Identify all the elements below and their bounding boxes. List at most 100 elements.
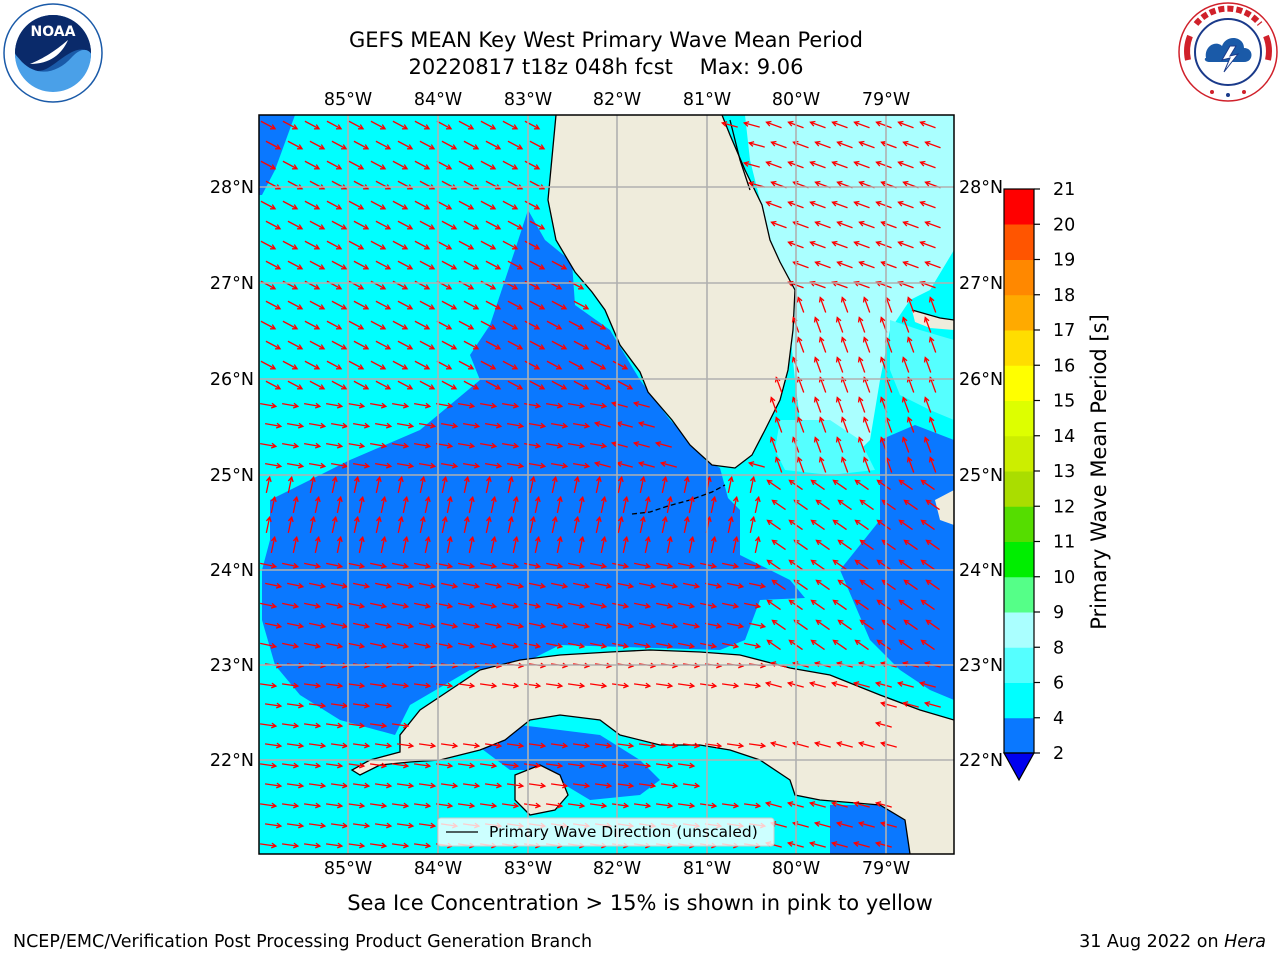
wave-arrowhead xyxy=(419,475,426,483)
lat-label-right: 23°N xyxy=(959,656,1003,676)
wave-arrow xyxy=(353,517,359,533)
wave-arrowhead xyxy=(270,324,277,330)
wave-arrowhead xyxy=(623,802,630,809)
wave-arrowhead xyxy=(879,396,886,403)
wave-arrow xyxy=(524,602,540,608)
wave-arrowhead xyxy=(407,582,415,589)
wave-arrow xyxy=(877,559,891,571)
wave-arrowhead xyxy=(320,782,327,789)
wave-arrow xyxy=(859,221,875,229)
wave-arrow xyxy=(270,537,276,553)
wave-arrowhead xyxy=(810,479,817,486)
wave-arrow xyxy=(309,622,325,628)
wave-arrow xyxy=(920,161,936,169)
wave-arrowhead xyxy=(336,442,344,449)
wave-arrowhead xyxy=(402,642,410,649)
wave-arrow xyxy=(578,497,584,513)
wave-arrow xyxy=(595,340,611,350)
wave-arrowhead xyxy=(818,336,825,343)
wave-arrowhead xyxy=(595,475,602,483)
colorbar-tick-label: 21 xyxy=(1053,180,1075,200)
wave-arrowhead xyxy=(623,682,630,689)
wave-arrowhead xyxy=(654,441,662,447)
wave-arrowhead xyxy=(715,622,723,629)
wave-arrowhead xyxy=(336,642,344,649)
wave-arrow xyxy=(331,380,347,390)
wave-arrowhead xyxy=(363,304,370,310)
wave-arrow xyxy=(397,260,413,270)
wave-arrowhead xyxy=(637,421,645,427)
wave-arrowhead xyxy=(297,582,305,589)
wave-arrow xyxy=(397,517,403,533)
wave-arrow xyxy=(397,422,413,428)
wave-arrow xyxy=(721,683,739,687)
wave-arrow xyxy=(314,497,320,513)
wave-arrowhead xyxy=(341,422,349,429)
wave-arrowhead xyxy=(402,284,409,290)
wave-arrow xyxy=(507,582,523,588)
wave-arrow xyxy=(304,200,320,210)
wave-arrow xyxy=(841,337,849,353)
wave-arrowhead xyxy=(309,475,316,483)
wave-arrow xyxy=(287,340,303,350)
wave-arrow xyxy=(568,602,584,608)
wave-arrowhead xyxy=(879,356,886,363)
wave-arrowhead xyxy=(380,495,387,503)
wave-arrowhead xyxy=(468,442,476,449)
wave-arrow xyxy=(326,120,342,130)
wave-arrow xyxy=(634,602,650,608)
wave-arrowhead xyxy=(771,579,778,586)
wave-arrowhead xyxy=(271,722,278,729)
wave-arrow xyxy=(287,422,303,428)
wave-arrowhead xyxy=(314,364,321,370)
wave-arrow xyxy=(772,579,786,591)
wave-arrowhead xyxy=(671,582,679,589)
wave-arrow xyxy=(501,803,519,807)
wave-arrow xyxy=(331,140,347,150)
wave-arrow xyxy=(595,422,611,428)
legend-label: Primary Wave Direction (unscaled) xyxy=(489,823,758,841)
wave-arrowhead xyxy=(495,422,503,429)
wave-arrowhead xyxy=(270,562,278,569)
wave-arrow xyxy=(507,260,523,270)
wave-arrowhead xyxy=(693,582,701,589)
wave-arrowhead xyxy=(512,442,520,449)
wave-arrow xyxy=(837,822,853,828)
wave-arrow xyxy=(440,783,458,787)
wave-arrowhead xyxy=(539,304,546,310)
wave-arrowhead xyxy=(385,304,392,310)
wave-arrowhead xyxy=(358,562,366,569)
wave-arrowhead xyxy=(770,220,777,227)
colorbar-segment xyxy=(1004,682,1034,719)
wave-arrow xyxy=(775,417,783,433)
wave-arrow xyxy=(304,160,320,170)
wave-arrowhead xyxy=(271,802,278,809)
wave-arrow xyxy=(441,380,457,390)
wave-arrowhead xyxy=(446,642,454,649)
wave-arrowhead xyxy=(732,642,740,649)
wave-arrow xyxy=(921,479,935,491)
wave-arrow xyxy=(814,357,822,373)
wave-arrowhead xyxy=(341,384,348,390)
wave-arrowhead xyxy=(853,120,860,127)
wave-arrow xyxy=(331,517,337,533)
wave-arrowhead xyxy=(353,475,360,483)
wave-arrowhead xyxy=(512,284,519,290)
wave-arrowhead xyxy=(858,180,865,187)
wave-arrow xyxy=(797,457,805,473)
wave-arrow xyxy=(479,683,497,687)
wave-arrow xyxy=(902,437,910,453)
wave-arrow xyxy=(369,723,387,727)
wave-arrowhead xyxy=(813,356,820,363)
wave-arrow xyxy=(722,642,738,648)
wave-arrow xyxy=(534,537,540,553)
wave-arrow xyxy=(309,140,325,150)
wave-arrowhead xyxy=(424,562,432,569)
wave-arrow xyxy=(838,619,852,631)
wave-arrow xyxy=(836,437,844,453)
wave-arrowhead xyxy=(755,682,762,689)
wave-arrowhead xyxy=(358,495,365,503)
wave-arrowhead xyxy=(425,762,432,769)
wave-arrow xyxy=(413,803,431,807)
wave-arrowhead xyxy=(342,822,349,829)
